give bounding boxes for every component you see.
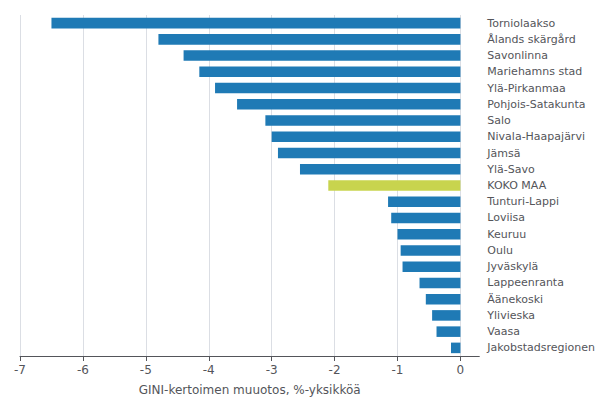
svg-text:Ylä-Pirkanmaa: Ylä-Pirkanmaa: [486, 82, 566, 95]
svg-text:Mariehamns stad: Mariehamns stad: [487, 65, 582, 78]
svg-text:-3: -3: [266, 363, 278, 377]
svg-text:-4: -4: [203, 363, 215, 377]
svg-text:Salo: Salo: [487, 114, 511, 127]
svg-text:-7: -7: [14, 363, 26, 377]
svg-text:Loviisa: Loviisa: [487, 211, 525, 224]
svg-text:GINI-kertoimen muuotos, %-yksi: GINI-kertoimen muuotos, %-yksikköä: [139, 383, 361, 397]
svg-text:Ylä-Savo: Ylä-Savo: [486, 163, 535, 176]
svg-text:Jämsä: Jämsä: [486, 147, 520, 160]
svg-text:Tunturi-Lappi: Tunturi-Lappi: [486, 195, 559, 208]
svg-text:Äänekoski: Äänekoski: [487, 293, 543, 306]
svg-text:Keuruu: Keuruu: [487, 228, 526, 241]
svg-text:Torniolaakso: Torniolaakso: [486, 17, 555, 30]
svg-text:Savonlinna: Savonlinna: [487, 49, 548, 62]
svg-text:Ylivieska: Ylivieska: [486, 309, 535, 322]
svg-text:-6: -6: [77, 363, 89, 377]
svg-text:-1: -1: [392, 363, 404, 377]
svg-text:Pohjois-Satakunta: Pohjois-Satakunta: [487, 98, 585, 111]
svg-text:-5: -5: [140, 363, 152, 377]
svg-text:Lappeenranta: Lappeenranta: [487, 276, 564, 289]
svg-text:Oulu: Oulu: [487, 244, 513, 257]
svg-text:KOKO MAA: KOKO MAA: [487, 179, 546, 192]
svg-text:Jakobstadsregionen: Jakobstadsregionen: [486, 341, 595, 354]
svg-text:Nivala-Haapajärvi: Nivala-Haapajärvi: [487, 130, 585, 143]
svg-text:-2: -2: [329, 363, 341, 377]
svg-text:Ålands skärgård: Ålands skärgård: [487, 33, 576, 46]
svg-text:Jyväskylä: Jyväskylä: [486, 260, 538, 273]
svg-text:0: 0: [457, 363, 465, 377]
svg-text:Vaasa: Vaasa: [487, 325, 520, 338]
